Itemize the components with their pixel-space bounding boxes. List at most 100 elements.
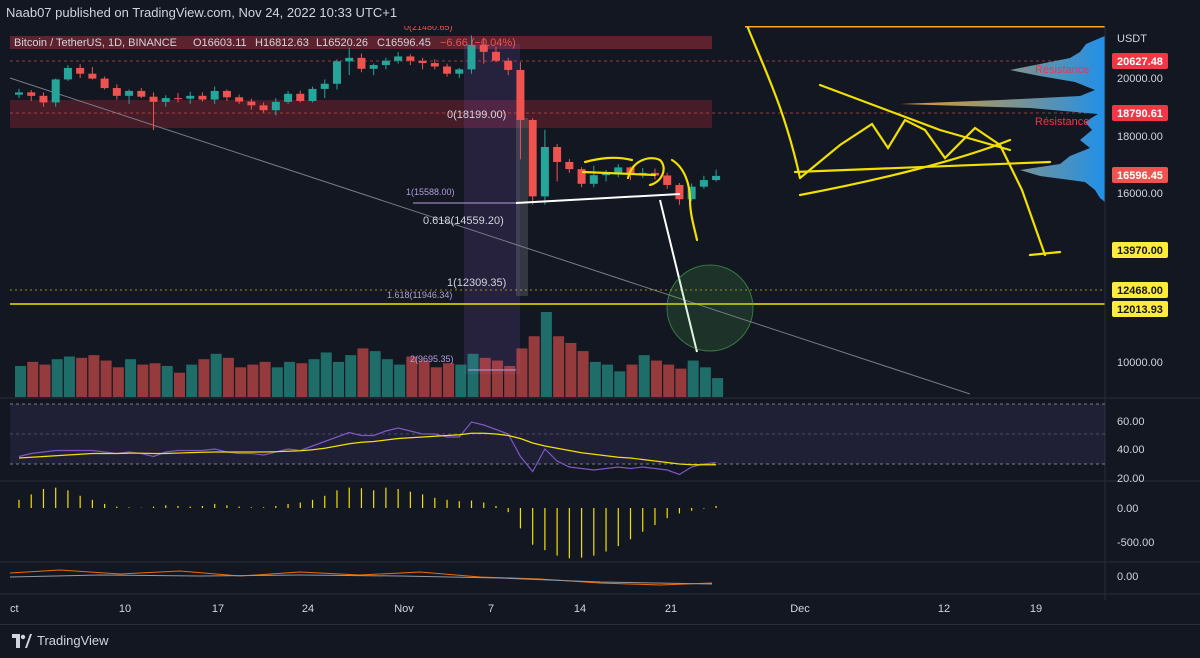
x-tick: 7 <box>488 603 494 615</box>
volume-bar <box>381 359 393 397</box>
volume-bar <box>602 364 614 397</box>
volume-bar <box>418 360 430 397</box>
y-tick: 18000.00 <box>1117 131 1163 143</box>
candle-body <box>577 169 586 184</box>
candle-body <box>186 95 195 99</box>
x-tick: 24 <box>302 603 314 615</box>
candle-body <box>88 73 97 79</box>
candle-body <box>565 161 574 170</box>
rsi-y-tick: 60.00 <box>1117 416 1145 428</box>
candle-body <box>271 101 280 111</box>
volume-bar <box>51 359 63 397</box>
candle-body <box>161 98 170 102</box>
fib-label: 1(12309.35) <box>447 277 506 289</box>
volume-bar <box>638 355 650 397</box>
volume-bar <box>161 365 173 397</box>
x-tick: ct <box>10 603 19 615</box>
x-tick: Dec <box>790 603 810 615</box>
axis-ticks: 20000.00 18000.00 16000.00 10000.00 60.00 40.… <box>10 73 1163 615</box>
candle-body <box>528 119 537 197</box>
white-target-line[interactable] <box>659 199 698 353</box>
lower-line-2 <box>9 574 713 585</box>
tv-brand: TradingView <box>37 633 109 648</box>
wedge-waves <box>798 118 1047 257</box>
volume-bar <box>553 336 565 397</box>
volume-bar <box>663 364 675 397</box>
candle-body <box>638 172 647 174</box>
candle-body <box>712 175 721 181</box>
tradingview-logo[interactable]: TradingView <box>12 633 109 648</box>
fib-label: 1(15588.00) <box>406 187 455 197</box>
x-tick: 14 <box>574 603 586 615</box>
legend-symbol: Bitcoin / TetherUS, 1D, BINANCE <box>14 37 177 49</box>
lower-line-1 <box>9 569 713 586</box>
candle-body <box>614 167 623 174</box>
price-tag-text: 13970.00 <box>1117 245 1163 257</box>
candle-body <box>112 88 121 96</box>
volume-bar <box>467 353 479 397</box>
chart-canvas[interactable]: 0(21480.65) 0(18199.00) 1(15588.00) 0.618(1… <box>0 26 1200 624</box>
candle-body <box>137 90 146 97</box>
candle-body <box>222 90 231 98</box>
candle-body <box>430 63 439 67</box>
price-tag-bg <box>1112 105 1168 121</box>
oscillator-bars <box>18 487 717 559</box>
fib-label: 0(21480.65) <box>404 26 453 32</box>
wedge-lower-line <box>798 138 1012 197</box>
volume-bar <box>247 364 259 397</box>
yellow-drawings[interactable] <box>581 26 1062 257</box>
price-tag-text: 12468.00 <box>1117 285 1163 297</box>
wedge-left <box>746 26 802 180</box>
volume-profile <box>900 36 1105 202</box>
candle-body <box>467 44 476 70</box>
candle-body <box>210 90 219 100</box>
price-tag-bg <box>1112 53 1168 69</box>
resistance-zone-top <box>10 36 712 49</box>
candle-body <box>39 95 48 103</box>
volume-bar <box>614 371 626 397</box>
candlesticks <box>15 35 721 205</box>
price-tag-text: 16596.45 <box>1117 170 1163 182</box>
volume-bar <box>443 363 455 397</box>
volume-bar <box>296 363 308 397</box>
currency-label: USDT <box>1117 33 1147 45</box>
candle-body <box>602 173 611 176</box>
candle-body <box>369 65 378 69</box>
volume-bar <box>198 359 210 397</box>
fib-labels: 0(21480.65) 0(18199.00) 1(15588.00) 0.618(1… <box>387 26 520 371</box>
volume-bar <box>455 364 467 397</box>
fib-label: 2(9695.35) <box>410 354 454 364</box>
candle-body <box>687 186 696 200</box>
x-tick: 21 <box>665 603 677 615</box>
fib-label: 1.618(11946.34) <box>387 290 452 300</box>
white-neckline[interactable] <box>515 193 681 204</box>
x-tick: 12 <box>938 603 950 615</box>
target-circle[interactable] <box>666 264 754 352</box>
volume-bar <box>320 352 332 397</box>
volume-bar <box>394 364 406 397</box>
volume-bar <box>479 357 491 397</box>
drawing-curve-3 <box>670 158 699 242</box>
volume-bar <box>284 361 296 397</box>
candle-body <box>308 88 317 101</box>
volume-bar <box>222 357 234 397</box>
volume-bar <box>15 365 26 397</box>
volume-bar <box>357 348 369 397</box>
volume-bar <box>650 360 662 397</box>
candle-body <box>125 90 134 96</box>
volume-bar <box>210 353 222 397</box>
price-tag-text: 20627.48 <box>1117 56 1163 68</box>
price-tag-bg <box>1112 167 1168 183</box>
candle-body <box>320 83 329 89</box>
volume-bar <box>504 365 516 397</box>
long-trendline[interactable] <box>9 77 971 395</box>
price-tag-text: 12013.93 <box>1117 304 1163 316</box>
price-tags: 20627.48 18790.61 16596.45 13970.00 12468.00… <box>1112 53 1168 317</box>
volume-bar <box>27 361 39 397</box>
x-tick: 17 <box>212 603 224 615</box>
volume-bar <box>271 367 283 397</box>
candle-body <box>663 175 672 185</box>
x-tick: 10 <box>119 603 131 615</box>
candle-body <box>406 56 415 61</box>
y-tick: 16000.00 <box>1117 188 1163 200</box>
